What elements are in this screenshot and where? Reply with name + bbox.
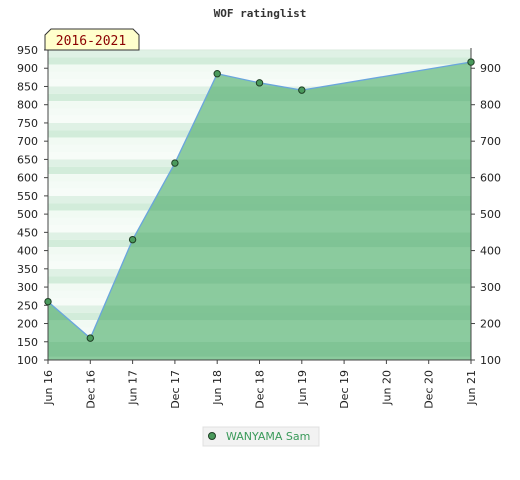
data-point: [298, 86, 306, 94]
x-tick-label: Jun 17: [127, 370, 140, 406]
y-left-tick-label: 850: [17, 80, 38, 93]
data-point: [255, 79, 264, 87]
area-stripe: [48, 196, 471, 204]
area-stripe: [48, 93, 471, 102]
x-tick-label: Dec 19: [338, 370, 351, 409]
area-stripes: [48, 62, 471, 357]
y-left-tick-label: 250: [17, 299, 38, 312]
area-layer: [47, 61, 472, 361]
background-band: [48, 64, 471, 72]
y-left-tick-label: 950: [17, 44, 38, 57]
x-tick-label: Jun 16: [42, 370, 55, 406]
area-stripe: [48, 349, 471, 357]
data-point: [86, 334, 95, 342]
area-stripe: [48, 276, 471, 284]
legend-box: [202, 426, 320, 447]
background-band: [48, 57, 471, 65]
background-band: [48, 71, 471, 80]
y-left-tick-label: 400: [17, 245, 38, 258]
legend-marker: [208, 432, 216, 440]
y-left-tick-label: 900: [17, 62, 38, 75]
y-left-tick-label: 500: [17, 208, 38, 221]
x-tick-label: Jun 21: [465, 370, 478, 406]
legend: WANYAMA Sam: [202, 426, 320, 447]
y-right-tick-label: 800: [480, 99, 501, 112]
area-stripe: [48, 123, 471, 131]
y-left-tick-label: 600: [17, 172, 38, 185]
y-left-tick-label: 750: [17, 117, 38, 130]
y-right-tick-label: 200: [480, 318, 501, 331]
y-left-tick-label: 200: [17, 318, 38, 331]
background-band: [48, 50, 471, 58]
x-tick-label: Dec 16: [84, 370, 97, 409]
area-stripe: [48, 269, 471, 277]
x-tick-label: Jun 19: [296, 370, 309, 406]
y-left-tick-label: 150: [17, 336, 38, 349]
y-left-tick-label: 450: [17, 226, 38, 239]
y-right-tick-label: 700: [480, 135, 501, 148]
data-point: [44, 297, 52, 306]
y-right-tick-label: 600: [480, 172, 501, 185]
y-left-tick-label: 700: [17, 135, 38, 148]
y-right-tick-label: 100: [480, 354, 501, 367]
y-left-tick-label: 300: [17, 281, 38, 294]
data-point: [171, 159, 179, 167]
x-tick-label: Dec 18: [254, 370, 267, 409]
x-tick-label: Jun 18: [211, 370, 224, 406]
area-stripe: [48, 305, 471, 313]
area-stripe: [48, 342, 471, 350]
data-point: [128, 235, 137, 244]
period-badge: 2016-2021: [44, 28, 140, 51]
y-left-tick-label: 350: [17, 263, 38, 276]
y-right-tick-label: 400: [480, 245, 501, 258]
data-point: [467, 58, 475, 66]
area-stripe: [48, 130, 471, 138]
area-stripe: [48, 159, 471, 167]
y-left-tick-label: 550: [17, 190, 38, 203]
data-point: [213, 70, 221, 78]
series-line: [47, 61, 472, 340]
area-stripe: [48, 86, 471, 94]
y-right-tick-label: 900: [480, 62, 501, 75]
y-right-tick-label: 300: [480, 281, 501, 294]
area-stripe: [48, 239, 471, 248]
y-left-tick-label: 100: [17, 354, 38, 367]
period-badge-label: 2016-2021: [56, 34, 126, 49]
y-right-tick-label: 500: [480, 208, 501, 221]
series-area: [48, 62, 471, 361]
legend-label: WANYAMA Sam: [226, 430, 310, 443]
y-left-tick-label: 650: [17, 153, 38, 166]
markers: [44, 58, 475, 342]
x-tick-label: Jun 20: [380, 370, 393, 406]
area-stripe: [48, 203, 471, 211]
x-tick-label: Dec 17: [169, 370, 182, 409]
x-tick-label: Dec 20: [423, 370, 436, 409]
area-stripe: [48, 312, 471, 321]
chart-title: WOF ratinglist: [214, 7, 307, 20]
axes: 100 150 200 250 300 350 400 450 500 550 600 650 700 7…: [17, 44, 501, 409]
area-stripe: [48, 232, 471, 240]
area-stripe: [48, 166, 471, 175]
y-left-tick-label: 800: [17, 99, 38, 112]
